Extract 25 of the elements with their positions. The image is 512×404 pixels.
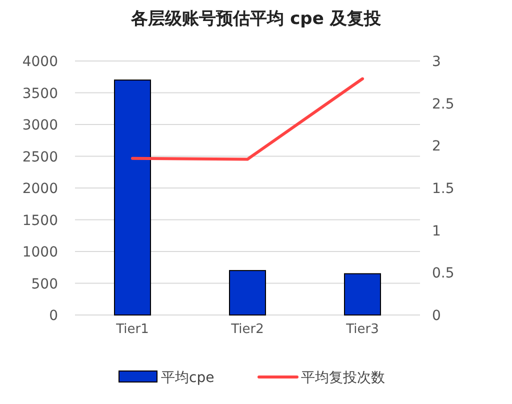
x-tick-label: Tier2 [230, 322, 264, 337]
y-tick-label: 2500 [22, 149, 58, 166]
y2-tick-label: 2 [432, 138, 441, 155]
y-tick-label: 3500 [22, 86, 58, 102]
y2-tick-label: 1 [432, 223, 441, 240]
y-tick-label: 500 [31, 276, 58, 292]
y-tick-label: 1500 [22, 212, 58, 229]
legend-label: 平均cpe [161, 370, 214, 386]
x-tick-label: Tier3 [345, 322, 379, 337]
legend-label: 平均复投次数 [301, 370, 385, 386]
y2-tick-label: 0 [432, 308, 441, 324]
bar [114, 80, 151, 316]
bar [344, 273, 381, 316]
y-tick-label: 1000 [22, 244, 58, 260]
y2-tick-label: 0.5 [432, 266, 454, 282]
y-tick-label: 0 [49, 308, 58, 324]
bar [229, 270, 266, 316]
chart-title: 各层级账号预估平均 cpe 及复投 [130, 9, 382, 29]
y-tick-label: 3000 [22, 118, 58, 134]
y2-tick-label: 2.5 [432, 96, 454, 112]
y2-tick-label: 3 [432, 54, 441, 70]
y2-tick-label: 1.5 [432, 181, 454, 197]
y-tick-label: 4000 [22, 54, 58, 70]
y-tick-label: 2000 [22, 181, 58, 197]
x-tick-label: Tier1 [115, 322, 149, 337]
